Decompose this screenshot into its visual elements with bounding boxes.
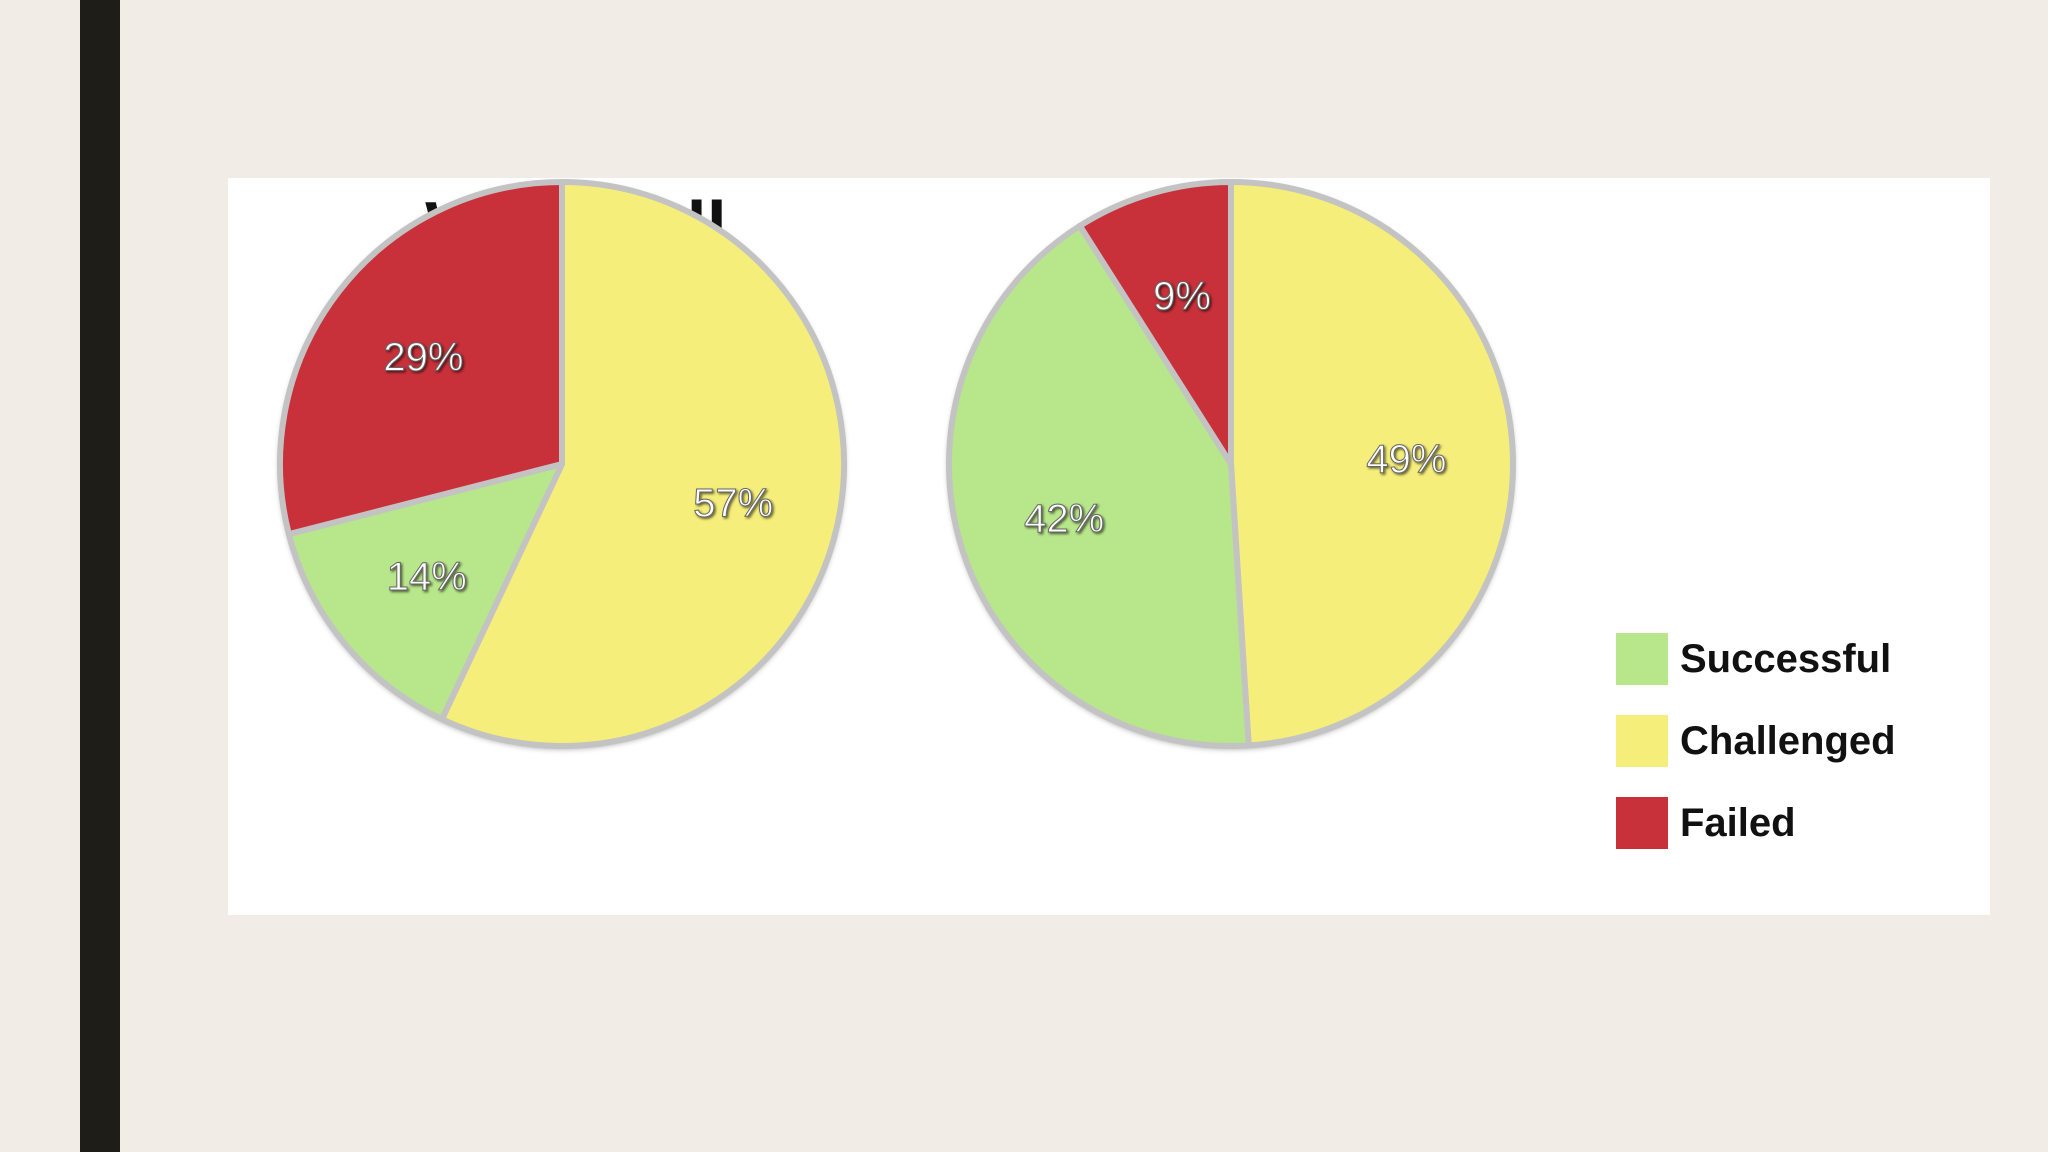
agile-data-label-failed: 9% [1153, 275, 1211, 319]
agile-slice-successful [946, 222, 1252, 749]
waterfall-slice-successful [285, 461, 565, 723]
legend-item-failed: Failed [1616, 796, 1946, 850]
agile-data-label-successful: 42% [1024, 497, 1104, 541]
slide-accent-bar [80, 0, 120, 1152]
waterfall-slice-challenged [438, 179, 847, 749]
waterfall-data-label-failed: 29% [383, 335, 463, 379]
legend-label: Failed [1680, 800, 1796, 845]
waterfall-pie: 57% 14% 29% [277, 179, 847, 749]
waterfall-slice-failed [277, 179, 565, 538]
legend-label: Successful [1680, 636, 1892, 681]
legend-swatch-successful [1616, 633, 1668, 685]
chart-legend: Successful Challenged Failed [1616, 632, 1946, 878]
agile-slice-challenged [1228, 179, 1517, 749]
waterfall-data-label-challenged: 57% [693, 481, 773, 525]
pie-charts: Waterfall Agile 57%14%29% 49%42%9% [277, 179, 1517, 749]
legend-item-challenged: Challenged [1616, 714, 1946, 768]
agile-slice-failed [1076, 179, 1234, 467]
legend-swatch-failed [1616, 797, 1668, 849]
waterfall-data-label-successful: 14% [387, 555, 467, 599]
legend-label: Challenged [1680, 718, 1896, 763]
legend-swatch-challenged [1616, 715, 1668, 767]
agile-pie: 49% 42% 9% [946, 179, 1517, 749]
chart-panel: Waterfall Agile 57%14%29% 49%42%9% Succe… [228, 178, 1990, 915]
legend-item-successful: Successful [1616, 632, 1946, 686]
agile-data-label-challenged: 49% [1366, 437, 1446, 481]
